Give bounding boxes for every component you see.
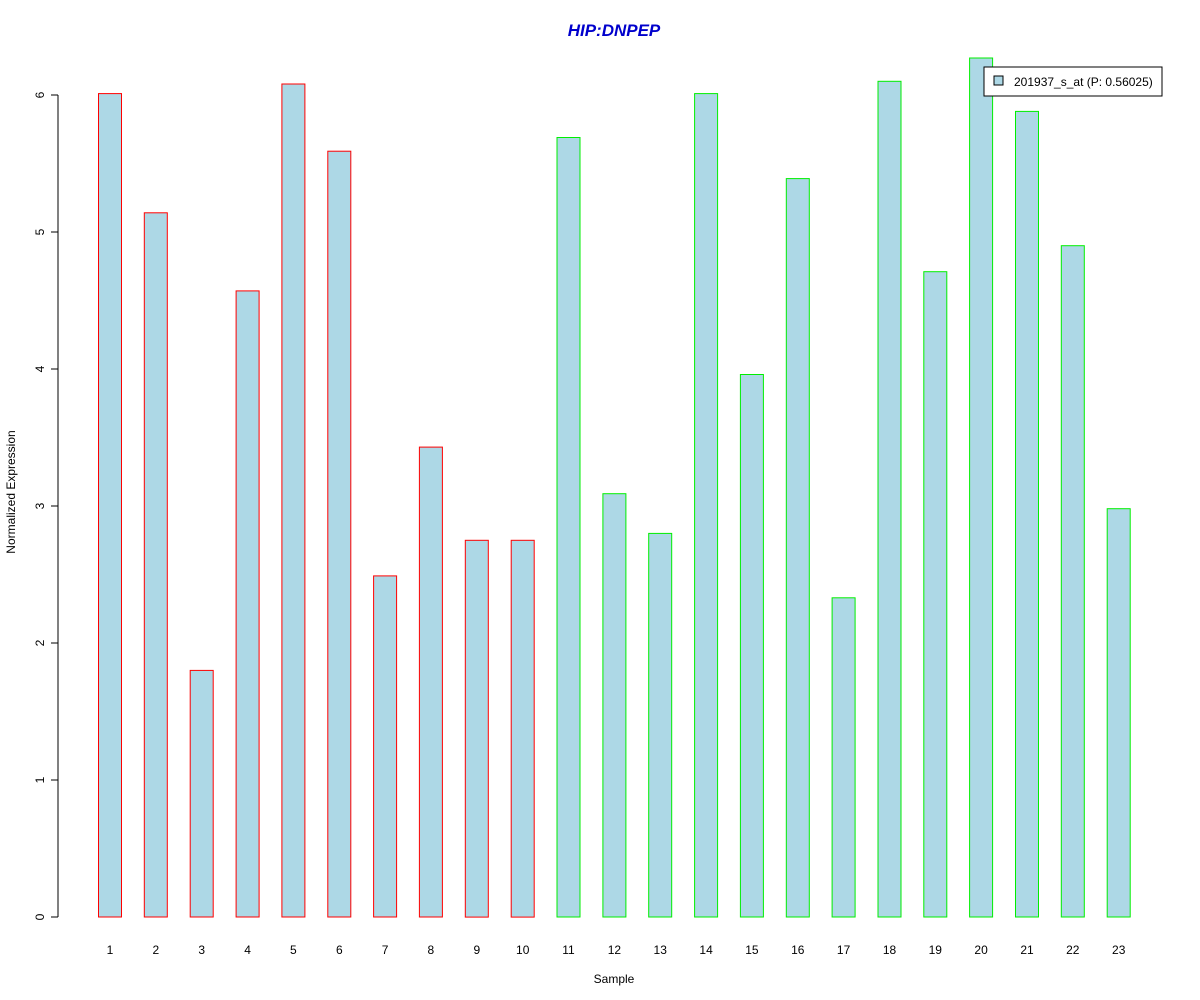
y-tick-label: 4 <box>33 365 47 372</box>
bar-sample-11 <box>556 137 581 918</box>
bar-sample-8 <box>418 446 443 918</box>
x-tick-label: 4 <box>244 943 251 957</box>
y-tick-label: 6 <box>33 91 47 98</box>
x-tick-label: 11 <box>562 943 575 957</box>
x-tick-label: 19 <box>929 943 943 957</box>
x-tick-label: 14 <box>699 943 713 957</box>
x-tick-label: 7 <box>382 943 389 957</box>
legend-label: 201937_s_at (P: 0.56025) <box>1014 75 1153 89</box>
x-tick-label: 22 <box>1066 943 1080 957</box>
x-tick-label: 16 <box>791 943 805 957</box>
x-tick-label: 2 <box>152 943 159 957</box>
bar-sample-6 <box>327 150 352 918</box>
x-tick-label: 15 <box>745 943 759 957</box>
x-tick-label: 18 <box>883 943 897 957</box>
bar-sample-16 <box>785 178 810 918</box>
bar-sample-2 <box>143 212 168 918</box>
y-tick-label: 3 <box>33 502 47 509</box>
y-axis-label: Normalized Expression <box>4 430 18 553</box>
bar-sample-17 <box>831 597 856 918</box>
bar-sample-23 <box>1106 508 1131 918</box>
bar-sample-13 <box>648 532 673 918</box>
x-tick-label: 9 <box>473 943 480 957</box>
legend-swatch <box>993 75 1004 86</box>
x-tick-label: 21 <box>1020 943 1034 957</box>
bar-sample-4 <box>235 290 260 918</box>
x-tick-label: 6 <box>336 943 343 957</box>
x-tick-label: 12 <box>608 943 622 957</box>
x-tick-label: 5 <box>290 943 297 957</box>
chart-title: HIP:DNPEP <box>568 21 661 40</box>
bar-sample-20 <box>969 57 994 918</box>
bar-sample-1 <box>98 93 122 918</box>
bar-sample-7 <box>373 575 398 918</box>
y-tick-label: 5 <box>33 228 47 235</box>
bar-sample-10 <box>510 539 535 918</box>
x-tick-label: 8 <box>428 943 435 957</box>
x-axis: 1 2 3 4 5 6 7 8 9 10 11 12 13 14 15 16 17 18 19 20 21 22 23 <box>107 943 1126 957</box>
x-tick-label: 1 <box>107 943 114 957</box>
x-tick-label: 10 <box>516 943 530 957</box>
x-tick-label: 17 <box>837 943 851 957</box>
bar-sample-18 <box>877 80 902 918</box>
legend-box <box>983 66 1163 97</box>
bar-sample-14 <box>694 93 719 918</box>
bars-group <box>98 57 1131 918</box>
x-tick-label: 3 <box>198 943 205 957</box>
x-axis-label: Sample <box>594 972 635 986</box>
bar-sample-19 <box>923 271 948 918</box>
y-tick-label: 2 <box>33 639 47 646</box>
y-axis: 0 1 2 3 4 5 6 <box>33 91 59 920</box>
bar-sample-21 <box>1015 110 1039 918</box>
y-tick-label: 1 <box>33 776 47 783</box>
bar-sample-12 <box>602 493 627 918</box>
bar-sample-22 <box>1060 245 1085 918</box>
x-tick-label: 23 <box>1112 943 1126 957</box>
bar-sample-5 <box>281 83 306 918</box>
bar-sample-9 <box>464 539 489 918</box>
x-tick-label: 20 <box>974 943 988 957</box>
legend: 201937_s_at (P: 0.56025) <box>983 66 1163 97</box>
y-tick-label: 0 <box>33 913 47 920</box>
bar-sample-15 <box>739 374 764 918</box>
x-tick-label: 13 <box>654 943 668 957</box>
bar-sample-3 <box>189 669 214 918</box>
